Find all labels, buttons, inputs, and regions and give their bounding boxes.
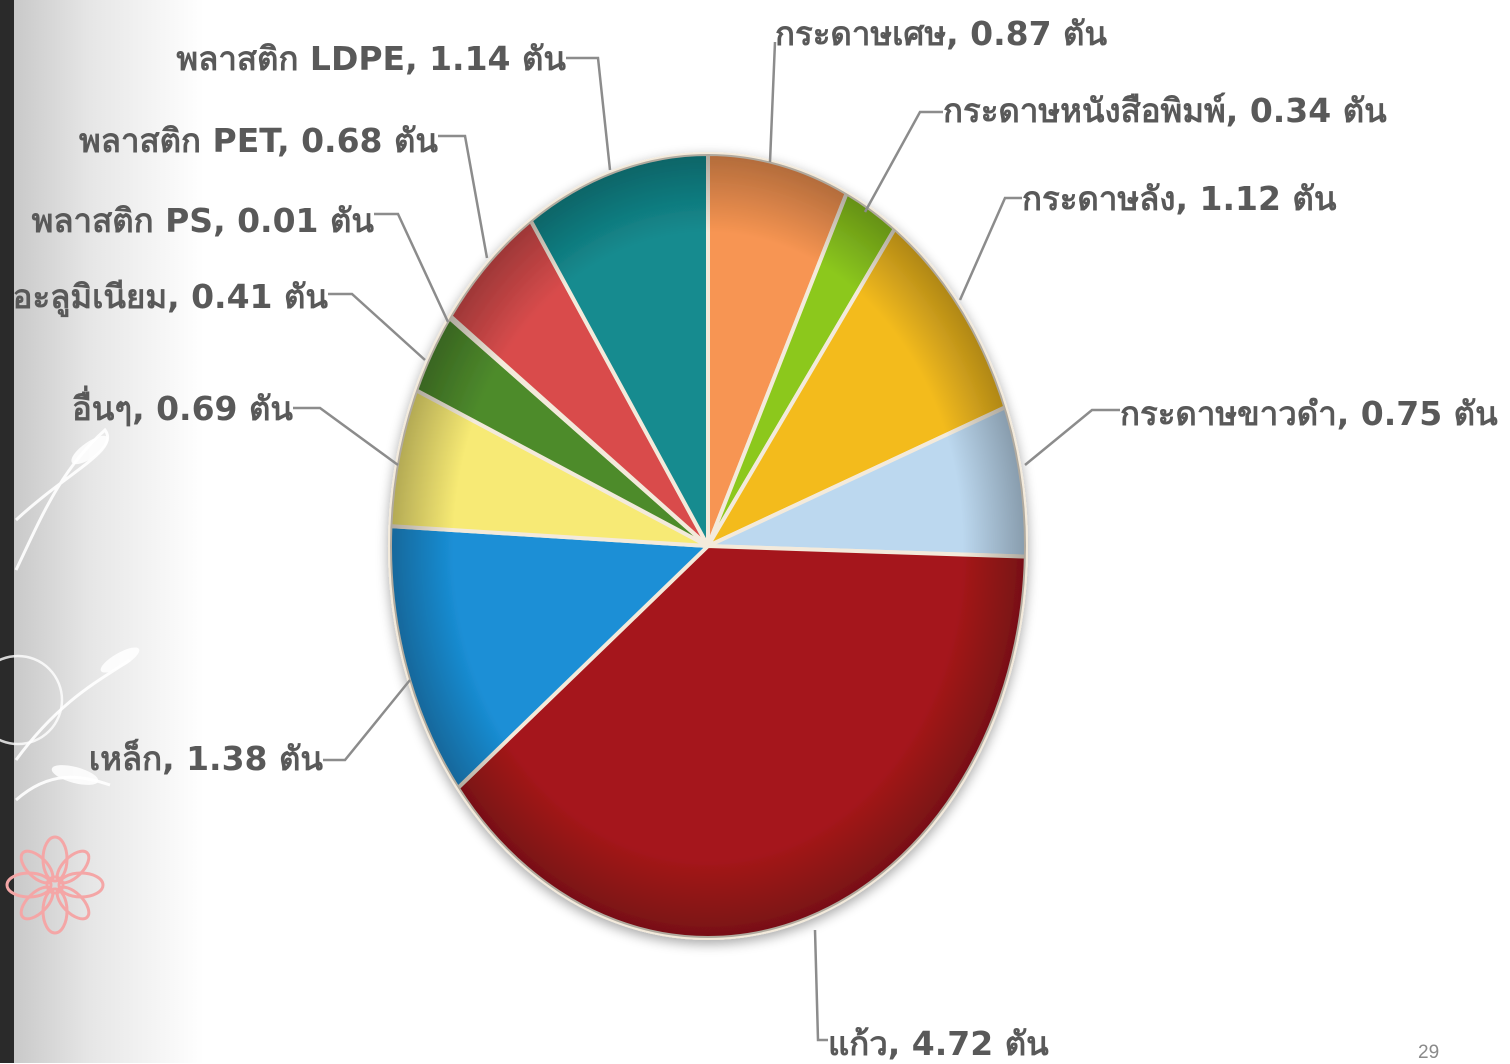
leader-line-5 xyxy=(813,929,828,1042)
slice-label-4: กระดาษขาวดำ, 0.75 ตัน xyxy=(1120,394,1498,433)
leader-lines xyxy=(293,41,1120,1042)
pie-slices xyxy=(388,152,1028,940)
leader-line-3 xyxy=(958,196,1022,301)
pie-bevel xyxy=(390,154,1026,938)
slice-label-5: แก้ว, 4.72 ตัน xyxy=(828,1024,1049,1063)
slice-label-7: อื่นๆ, 0.69 ตัน xyxy=(72,385,293,428)
leader-line-6 xyxy=(323,679,411,762)
leader-line-7 xyxy=(293,406,399,467)
leader-line-10 xyxy=(438,134,489,259)
slice-label-1: กระดาษเศษ, 0.87 ตัน xyxy=(775,14,1107,53)
slice-label-10: พลาสติก PET, 0.68 ตัน xyxy=(79,121,438,160)
slice-label-3: กระดาษลัง, 1.12 ตัน xyxy=(1022,179,1337,218)
slice-label-9: พลาสติก PS, 0.01 ตัน xyxy=(32,201,375,240)
slice-label-11: พลาสติก LDPE, 1.14 ตัน xyxy=(176,39,566,78)
slice-label-8: อะลูมิเนียม, 0.41 ตัน xyxy=(13,277,329,318)
leader-line-1 xyxy=(768,41,777,163)
leader-line-9 xyxy=(374,212,450,323)
leader-line-11 xyxy=(566,56,612,171)
slide-left-border xyxy=(0,0,14,1063)
leader-line-8 xyxy=(328,292,426,361)
leader-line-4 xyxy=(1024,408,1120,466)
slice-label-6: เหล็ก, 1.38 ตัน xyxy=(89,738,324,778)
slice-label-2: กระดาษหนังสือพิมพ์, 0.34 ตัน xyxy=(943,91,1387,130)
leader-line-2 xyxy=(863,110,943,213)
page-number: 29 xyxy=(1418,1042,1440,1063)
